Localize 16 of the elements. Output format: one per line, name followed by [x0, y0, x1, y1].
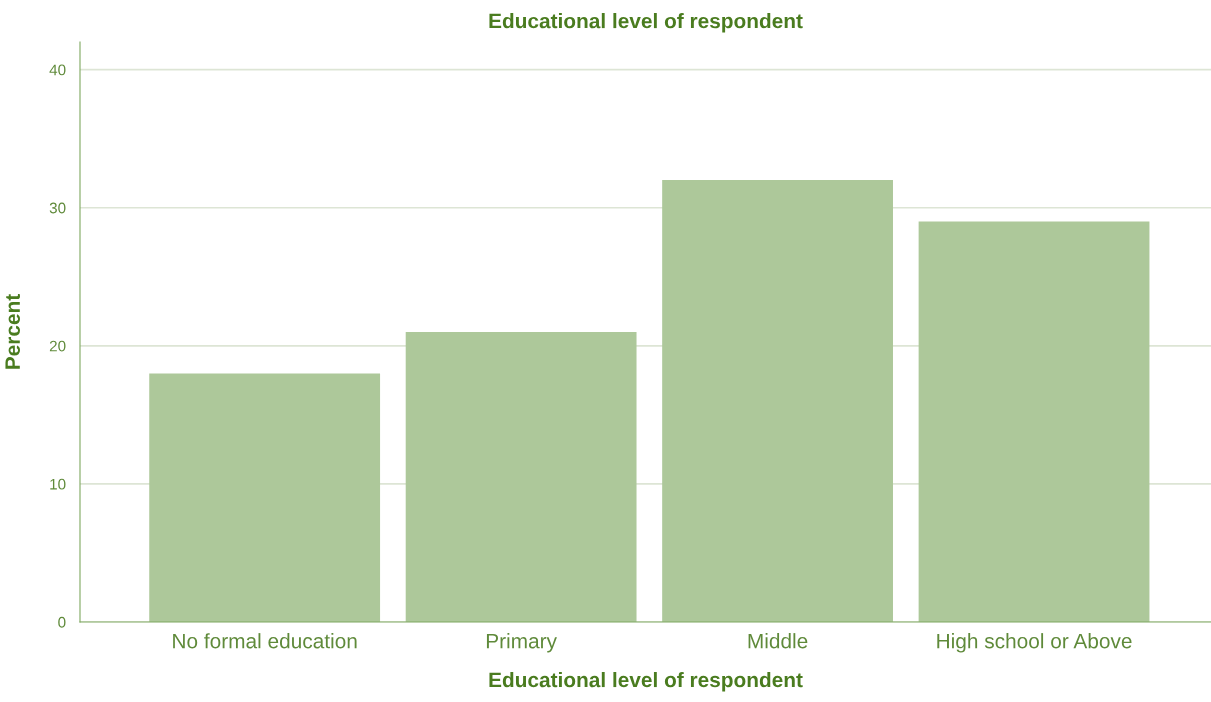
- y-tick-label: 40: [49, 64, 66, 76]
- x-tick-label: Primary: [486, 633, 557, 653]
- bar: [662, 180, 893, 622]
- x-tick-label: No formal education: [173, 633, 357, 649]
- chart-title: Educational level of respondent: [489, 13, 803, 33]
- bar: [918, 221, 1150, 622]
- bar: [405, 332, 637, 622]
- x-tick-label: Middle: [748, 633, 808, 649]
- y-tick-label: 10: [50, 478, 66, 490]
- bar: [149, 373, 381, 622]
- y-tick-label: 0: [58, 616, 66, 628]
- y-tick-label: 30: [49, 202, 66, 214]
- y-tick-label: 20: [49, 340, 66, 352]
- x-tick-label: High school or Above: [937, 633, 1132, 653]
- x-axis-title: Educational level of respondent: [489, 671, 803, 692]
- y-axis-title: Percent: [5, 294, 20, 369]
